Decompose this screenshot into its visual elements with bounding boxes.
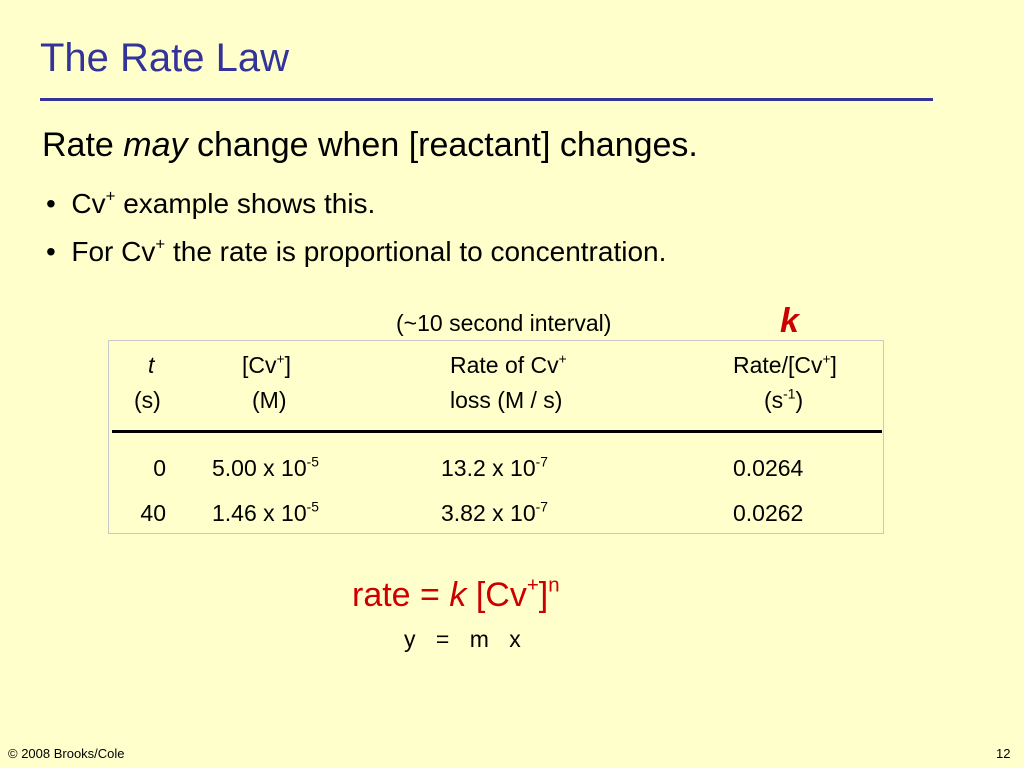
- text: k: [449, 576, 467, 614]
- equation: rate = k [Cv+]n: [352, 576, 560, 615]
- text: m: [469, 626, 489, 652]
- text: (s): [134, 387, 161, 413]
- cell: 5.00 x 10-5: [212, 455, 319, 482]
- text: ]: [830, 352, 837, 378]
- text: ]: [538, 576, 549, 614]
- sup: +: [822, 351, 831, 367]
- subtitle: Rate may change when [reactant] changes.: [42, 126, 698, 165]
- header: Rate of Cv+: [450, 352, 567, 379]
- text: =: [435, 626, 450, 652]
- text: y: [404, 626, 416, 652]
- cell: 3.82 x 10-7: [441, 500, 548, 527]
- cell: 40: [140, 500, 166, 526]
- sup: +: [105, 186, 116, 206]
- header: Rate/[Cv+]: [733, 352, 837, 379]
- sup: +: [155, 234, 166, 254]
- interval-note: (~10 second interval): [396, 310, 612, 336]
- text: (M): [252, 387, 287, 413]
- text: Rate of Cv: [450, 352, 559, 378]
- text: Cv: [71, 188, 106, 219]
- text: Rate: [42, 126, 114, 164]
- cell: 0.0262: [733, 500, 804, 526]
- table-rule: [112, 430, 882, 433]
- text: 3.82 x 10: [441, 500, 536, 526]
- sup: +: [276, 351, 285, 367]
- k-label: k: [780, 302, 799, 340]
- header: loss (M / s): [450, 387, 562, 414]
- text: rate: [352, 576, 411, 614]
- text: [Cv: [475, 576, 527, 614]
- bullet: • For Cv+ the rate is proportional to co…: [46, 234, 667, 267]
- text: t: [148, 352, 155, 378]
- title: The Rate Law: [40, 36, 290, 80]
- copyright: © 2008 Brooks/Cole: [8, 746, 125, 761]
- cell: 1.46 x 10-5: [212, 500, 319, 527]
- text: example shows this.: [123, 188, 376, 219]
- text: 5.00 x 10: [212, 455, 307, 481]
- sup: -7: [535, 499, 548, 515]
- title-rule: [40, 98, 933, 101]
- table: [108, 340, 884, 534]
- text: =: [420, 576, 440, 614]
- header: t: [148, 352, 154, 379]
- analogy: y = m x: [404, 626, 521, 653]
- text: ]: [284, 352, 291, 378]
- sup: n: [548, 574, 560, 597]
- header: (M): [252, 387, 286, 414]
- emphasis: may: [123, 126, 188, 164]
- page-number: 12: [996, 746, 1011, 761]
- text: loss (M / s): [450, 387, 563, 413]
- header: (s-1): [764, 387, 803, 414]
- cell: 0: [153, 455, 166, 481]
- text: [Cv: [242, 352, 277, 378]
- header: (s): [134, 387, 161, 414]
- header: [Cv+]: [242, 352, 291, 379]
- sup: -5: [306, 499, 319, 515]
- text: Rate/[Cv: [733, 352, 823, 378]
- sup: -1: [783, 386, 796, 402]
- text: 13.2 x 10: [441, 455, 536, 481]
- text: ): [795, 387, 804, 413]
- text: For Cv: [71, 236, 156, 267]
- text: (s: [764, 387, 784, 413]
- sup: -5: [306, 454, 319, 470]
- bullet: • Cv+ example shows this.: [46, 186, 376, 219]
- text: 1.46 x 10: [212, 500, 307, 526]
- text: x: [509, 626, 521, 652]
- text: change when [reactant] changes.: [196, 126, 698, 164]
- text: the rate is proportional to concentratio…: [172, 236, 667, 267]
- sup: -7: [535, 454, 548, 470]
- cell: 0.0264: [733, 455, 804, 481]
- sup: +: [558, 351, 567, 367]
- cell: 13.2 x 10-7: [441, 455, 548, 482]
- sup: +: [526, 574, 539, 597]
